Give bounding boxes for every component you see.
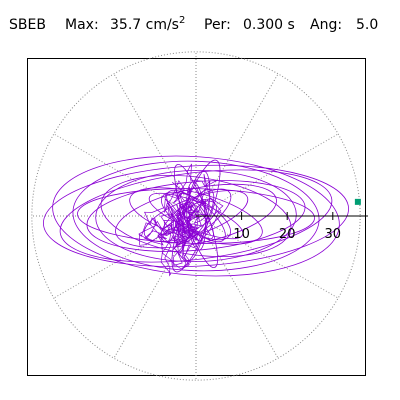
max-value-exponent: 2: [178, 15, 186, 26]
orbit-trace: [72, 160, 320, 272]
orbit-trace: [43, 164, 349, 268]
orbit-traces: [43, 155, 349, 277]
orbit-trace: [52, 155, 340, 277]
radial-tick-label: 30: [325, 227, 342, 242]
period-value: 0.300 s: [243, 17, 295, 33]
station-code: SBEB: [9, 17, 46, 33]
angle-label: Ang:: [310, 17, 343, 33]
max-amplitude-marker: [354, 198, 361, 205]
radial-axis: [196, 212, 368, 220]
orbit-trace: [115, 183, 277, 249]
max-value: 35.7 cm/s2: [110, 15, 186, 33]
max-label: Max:: [65, 17, 99, 33]
grid-spoke: [53, 133, 197, 217]
max-marker-layer: [354, 198, 361, 205]
orbit-trace: [77, 188, 315, 244]
period-label: Per:: [204, 17, 231, 33]
radial-tick-label: 20: [279, 227, 296, 242]
grid-spoke: [195, 133, 339, 217]
radial-tick-labels: 10 20 30: [233, 227, 341, 242]
angle-value: 5.0: [356, 17, 379, 33]
max-value-number: 35.7: [110, 17, 142, 33]
radial-tick-label: 10: [233, 227, 250, 242]
plot-title: SBEB Max: 35.7 cm/s2 Per: 0.300 s Ang: 5…: [0, 0, 400, 44]
grid-spoke: [195, 215, 339, 299]
max-value-unit: cm/s: [145, 17, 179, 33]
orbit-trace-core: [138, 163, 224, 277]
orbit-trace: [95, 169, 297, 263]
